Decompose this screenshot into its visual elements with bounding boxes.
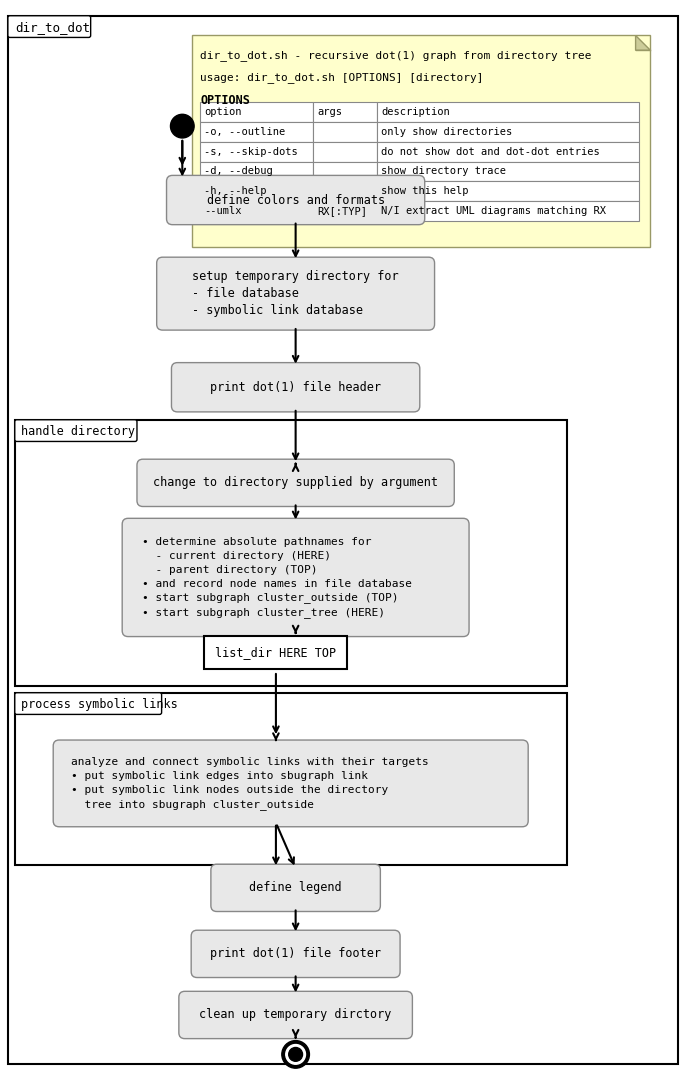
Bar: [200, 181, 313, 201]
Circle shape: [286, 1044, 306, 1064]
Bar: [313, 141, 377, 162]
Text: define colors and formats: define colors and formats: [207, 193, 385, 206]
Bar: [200, 141, 313, 162]
Bar: [377, 181, 638, 201]
Text: N/I extract UML diagrams matching RX: N/I extract UML diagrams matching RX: [381, 206, 606, 216]
Text: option: option: [204, 107, 242, 118]
Text: dir_to_dot: dir_to_dot: [15, 22, 90, 35]
Bar: [205, 636, 347, 670]
FancyBboxPatch shape: [166, 175, 425, 225]
FancyBboxPatch shape: [8, 16, 678, 1064]
Text: show this help: show this help: [381, 186, 469, 197]
Text: print dot(1) file header: print dot(1) file header: [210, 381, 381, 394]
Text: -d, --debug: -d, --debug: [204, 166, 273, 176]
Bar: [377, 141, 638, 162]
Text: analyze and connect symbolic links with their targets
• put symbolic link edges : analyze and connect symbolic links with …: [71, 757, 429, 810]
Text: show directory trace: show directory trace: [381, 166, 507, 176]
Circle shape: [289, 1048, 303, 1062]
Text: change to directory supplied by argument: change to directory supplied by argument: [153, 476, 438, 489]
Bar: [313, 162, 377, 181]
FancyBboxPatch shape: [192, 36, 650, 247]
Bar: [200, 103, 313, 122]
Bar: [15, 420, 567, 686]
FancyBboxPatch shape: [211, 864, 381, 912]
FancyBboxPatch shape: [157, 257, 434, 330]
Text: process symbolic links: process symbolic links: [21, 698, 177, 711]
Polygon shape: [635, 36, 650, 51]
Bar: [377, 122, 638, 141]
Text: clean up temporary dirctory: clean up temporary dirctory: [200, 1009, 392, 1022]
Bar: [377, 201, 638, 220]
Text: usage: dir_to_dot.sh [OPTIONS] [directory]: usage: dir_to_dot.sh [OPTIONS] [director…: [200, 72, 484, 83]
Text: -h, --help: -h, --help: [204, 186, 267, 197]
Bar: [377, 162, 638, 181]
FancyBboxPatch shape: [53, 740, 528, 827]
Bar: [200, 122, 313, 141]
Bar: [200, 162, 313, 181]
Text: setup temporary directory for
- file database
- symbolic link database: setup temporary directory for - file dat…: [192, 270, 399, 318]
FancyBboxPatch shape: [137, 459, 454, 507]
Text: list_dir HERE TOP: list_dir HERE TOP: [215, 646, 336, 659]
Circle shape: [282, 1041, 310, 1068]
Bar: [313, 181, 377, 201]
Text: OPTIONS: OPTIONS: [200, 94, 250, 107]
Text: • determine absolute pathnames for
  - current directory (HERE)
  - parent direc: • determine absolute pathnames for - cur…: [142, 537, 412, 619]
FancyBboxPatch shape: [15, 420, 137, 442]
Bar: [313, 201, 377, 220]
Text: -o, --outline: -o, --outline: [204, 127, 285, 137]
FancyBboxPatch shape: [171, 363, 420, 411]
Text: define legend: define legend: [249, 881, 342, 894]
Text: dir_to_dot.sh - recursive dot(1) graph from directory tree: dir_to_dot.sh - recursive dot(1) graph f…: [200, 51, 592, 62]
Bar: [15, 692, 567, 865]
Bar: [200, 201, 313, 220]
Text: description: description: [381, 107, 450, 118]
Text: args: args: [317, 107, 342, 118]
FancyBboxPatch shape: [15, 692, 161, 714]
Text: --umlx: --umlx: [204, 206, 242, 216]
Text: only show directories: only show directories: [381, 127, 513, 137]
Bar: [377, 103, 638, 122]
FancyBboxPatch shape: [191, 930, 400, 977]
Text: print dot(1) file footer: print dot(1) file footer: [210, 947, 381, 960]
FancyBboxPatch shape: [8, 16, 90, 38]
Text: RX[:TYP]: RX[:TYP]: [317, 206, 367, 216]
FancyBboxPatch shape: [179, 991, 413, 1039]
Bar: [313, 122, 377, 141]
Bar: [313, 103, 377, 122]
Text: -s, --skip-dots: -s, --skip-dots: [204, 147, 298, 157]
Text: do not show dot and dot-dot entries: do not show dot and dot-dot entries: [381, 147, 600, 157]
Circle shape: [171, 114, 194, 138]
Text: handle directory: handle directory: [21, 426, 135, 438]
FancyBboxPatch shape: [122, 518, 469, 636]
